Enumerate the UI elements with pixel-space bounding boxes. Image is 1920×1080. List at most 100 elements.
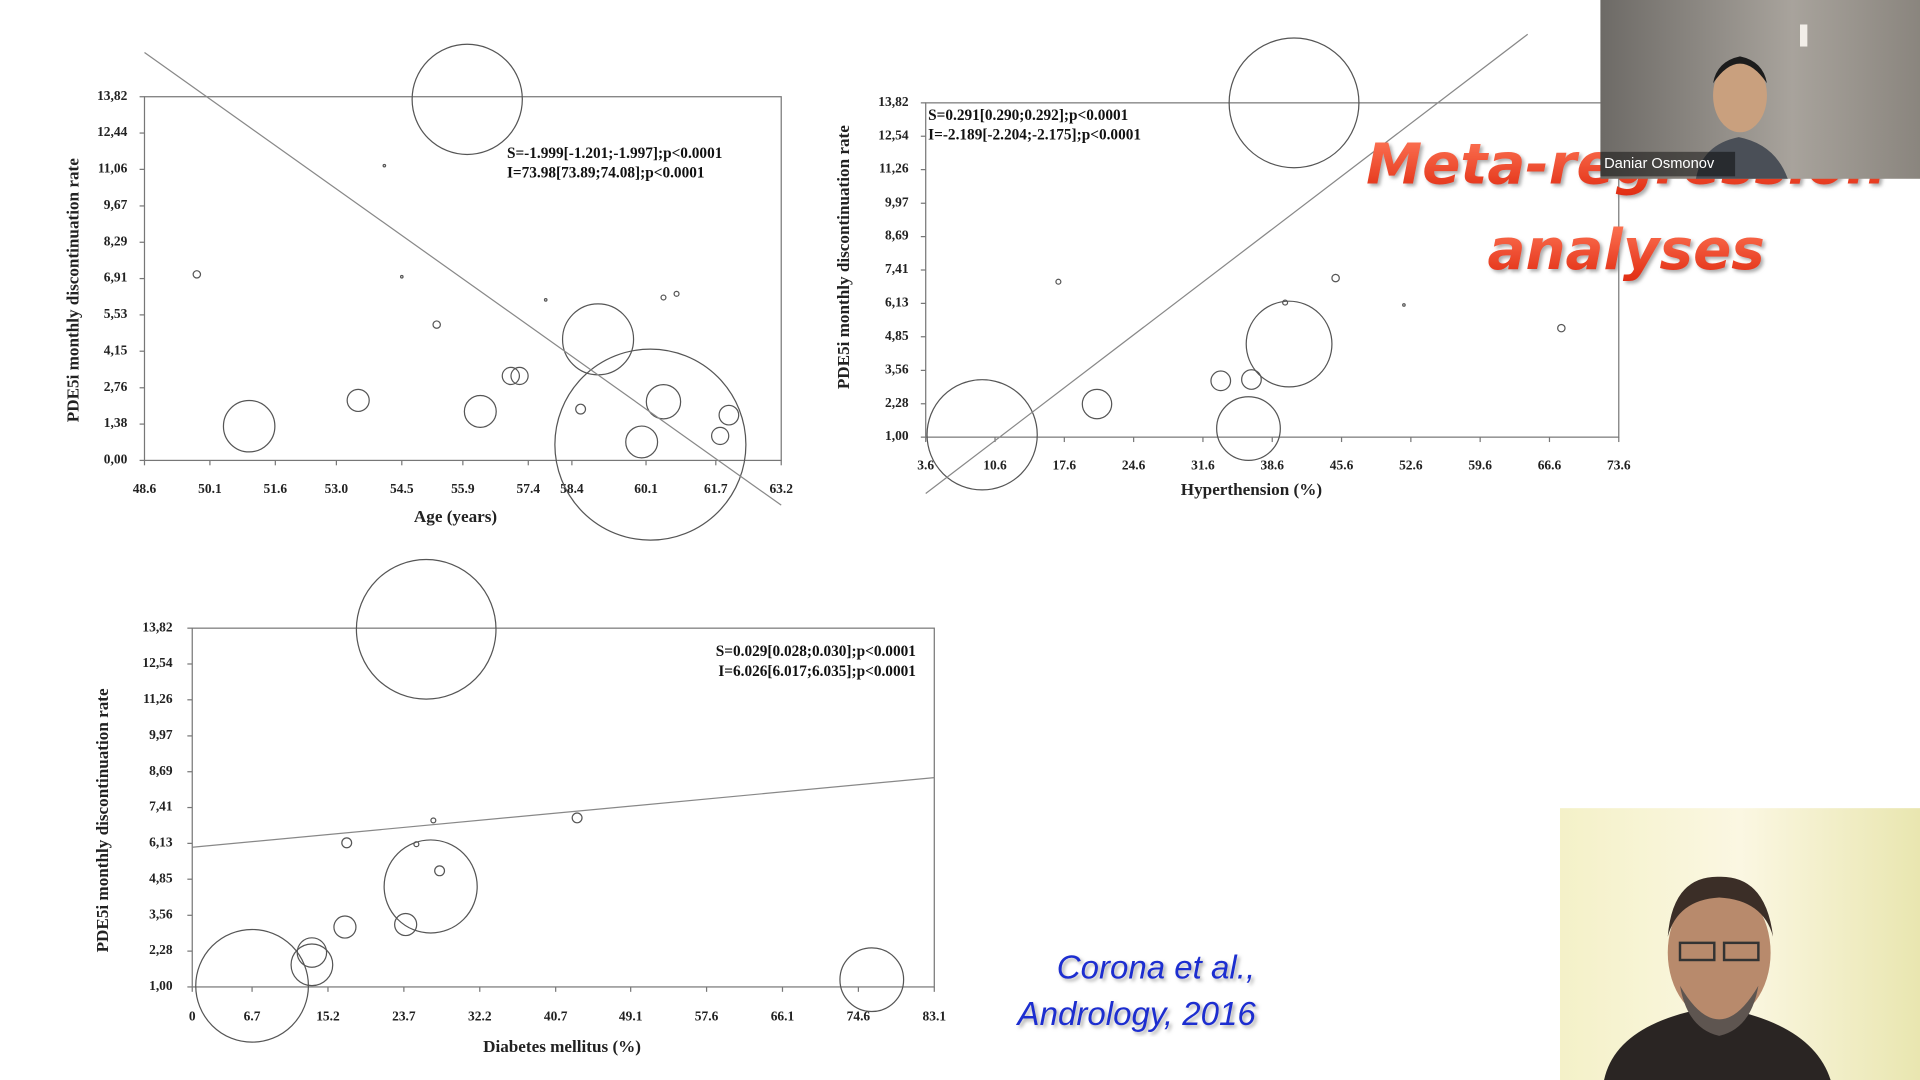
bubble [839, 947, 905, 1013]
person-hair [1667, 876, 1774, 937]
bubble [718, 404, 740, 426]
x-tick-label: 38.6 [1260, 458, 1284, 473]
x-tick-label: 6.7 [244, 1009, 261, 1024]
x-tick-label: 63.2 [769, 481, 793, 496]
y-tick-label: 9,97 [149, 727, 173, 742]
bubble [383, 839, 478, 934]
y-tick-label: 7,41 [149, 799, 173, 814]
annotation: S=0.029[0.028;0.030];p<0.0001 [716, 643, 916, 660]
y-tick-label: 8,69 [149, 763, 173, 778]
bubble [575, 403, 587, 415]
x-axis-label: Age (years) [414, 507, 497, 526]
x-tick-label: 0 [189, 1009, 196, 1024]
bubble [411, 43, 523, 156]
bubble [463, 394, 497, 428]
bubble [192, 270, 202, 279]
y-tick-label: 5,53 [104, 306, 128, 321]
x-tick-label: 57.6 [695, 1009, 719, 1024]
y-tick-label: 6,91 [104, 270, 128, 285]
bubble [1216, 396, 1281, 461]
x-tick-label: 54.5 [390, 481, 414, 496]
y-axis-label: PDE5i monthly discontinuation rate [64, 158, 83, 422]
annotation: I=6.026[6.017;6.035];p<0.0001 [718, 663, 916, 680]
bubble [1055, 278, 1062, 285]
x-tick-label: 49.1 [619, 1009, 643, 1024]
x-tick-label: 73.6 [1607, 458, 1631, 473]
bubble [510, 366, 529, 386]
x-tick-label: 40.7 [544, 1009, 568, 1024]
x-tick-label: 50.1 [198, 481, 222, 496]
bubble [1331, 273, 1340, 283]
x-tick-label: 24.6 [1122, 458, 1146, 473]
bubble [1282, 299, 1289, 306]
x-tick-label: 32.2 [468, 1009, 492, 1024]
chart: 1,00 2,28 3,56 4,85 6,13 7,41 8,69 9,97 11,26 12,… [834, 33, 1631, 499]
y-tick-label: 6,13 [885, 294, 909, 309]
y-tick-label: 9,67 [104, 197, 128, 212]
video-tile [1560, 808, 1920, 1080]
person-beard [1680, 985, 1759, 1036]
charts: 0,00 1,38 2,76 4,15 5,53 6,91 8,29 9,67 11,06 12,… [64, 33, 1631, 1056]
y-tick-label: 3,56 [885, 361, 909, 376]
bubble [1081, 388, 1113, 420]
y-tick-label: 1,38 [104, 415, 128, 430]
person-hair [1713, 56, 1767, 84]
bubble [346, 388, 370, 413]
bubble [926, 379, 1038, 491]
x-tick-label: 60.1 [634, 481, 658, 496]
x-axis-label: Hyperthension (%) [1181, 480, 1322, 499]
chart: 1,00 2,28 3,56 4,85 6,13 7,41 8,69 9,97 11,26 12,… [93, 558, 947, 1056]
y-tick-label: 11,06 [98, 160, 128, 175]
x-tick-label: 66.1 [771, 1009, 795, 1024]
x-tick-label: 55.9 [451, 481, 475, 496]
bubble [673, 290, 680, 297]
bubble [195, 928, 310, 1043]
y-tick-label: 12,44 [97, 124, 128, 139]
lamp [1800, 24, 1808, 47]
bubble [625, 425, 659, 459]
bubble [660, 294, 667, 301]
x-tick-label: 23.7 [392, 1009, 416, 1024]
glasses [1678, 941, 1716, 962]
bubble [501, 366, 521, 386]
bubble [1402, 303, 1406, 307]
participant-name: Daniar Osmonov [1604, 156, 1715, 172]
person-head [1667, 884, 1771, 1022]
bubble [1557, 323, 1566, 333]
person-body [1604, 1006, 1831, 1080]
bubble [710, 426, 730, 446]
y-tick-label: 2,28 [149, 942, 173, 957]
x-tick-label: 52.6 [1399, 458, 1423, 473]
annotation: I=-2.189[-2.204;-2.175];p<0.0001 [928, 126, 1141, 143]
bubble [432, 320, 441, 329]
x-tick-label: 53.0 [325, 481, 349, 496]
bubble [399, 274, 404, 279]
x-tick-label: 83.1 [923, 1009, 947, 1024]
annotation: S=-1.999[-1.201;-1.997];p<0.0001 [507, 145, 722, 162]
video-tile: Daniar Osmonov [1600, 0, 1920, 179]
fit-line [925, 33, 1529, 494]
y-tick-label: 4,85 [149, 870, 173, 885]
bubble [645, 383, 682, 420]
person-body [1695, 137, 1788, 179]
annotation: S=0.291[0.290;0.292];p<0.0001 [928, 107, 1128, 124]
y-tick-label: 9,97 [885, 194, 909, 209]
name-label-background [1600, 151, 1736, 177]
y-tick-label: 13,82 [878, 94, 909, 109]
y-tick-label: 1,00 [885, 428, 909, 443]
chart: 0,00 1,38 2,76 4,15 5,53 6,91 8,29 9,67 11,06 12,… [64, 43, 793, 541]
x-tick-label: 3.6 [917, 458, 934, 473]
bubble [333, 915, 357, 939]
y-tick-label: 4,15 [104, 342, 128, 357]
slide-title: analyses [1487, 218, 1764, 283]
y-axis-label: PDE5i monthly discontinuation rate [834, 125, 853, 389]
x-axis-label: Diabetes mellitus (%) [483, 1037, 641, 1056]
bubble [543, 298, 548, 302]
x-tick-label: 51.6 [264, 481, 288, 496]
bubble [382, 163, 387, 168]
bubble [394, 912, 418, 937]
x-tick-label: 48.6 [133, 481, 157, 496]
glasses [1722, 941, 1760, 962]
citation: Corona et al., [1057, 950, 1255, 987]
